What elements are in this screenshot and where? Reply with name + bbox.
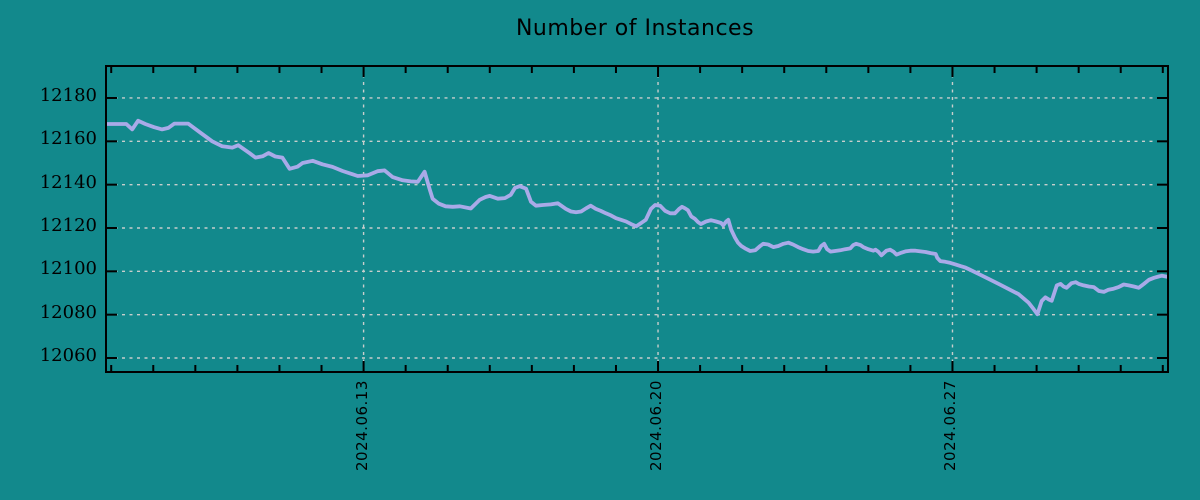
y-tick-label: 12140 [39, 171, 97, 193]
y-tick-label: 12160 [39, 128, 97, 150]
series-line [107, 118, 1167, 317]
chart-title: Number of Instances [515, 16, 755, 41]
x-tick-label: 2024.06.20 [647, 380, 666, 471]
x-tick-label: 2024.06.13 [352, 380, 371, 471]
y-tick-label: 12100 [39, 258, 97, 280]
plot-svg [107, 67, 1167, 371]
x-tick-label: 2024.06.27 [941, 380, 960, 471]
y-tick-label: 12180 [39, 84, 97, 106]
plot-area [105, 65, 1169, 373]
y-tick-label: 12080 [39, 301, 97, 323]
y-tick-label: 12120 [39, 214, 97, 236]
y-tick-label: 12060 [39, 344, 97, 366]
